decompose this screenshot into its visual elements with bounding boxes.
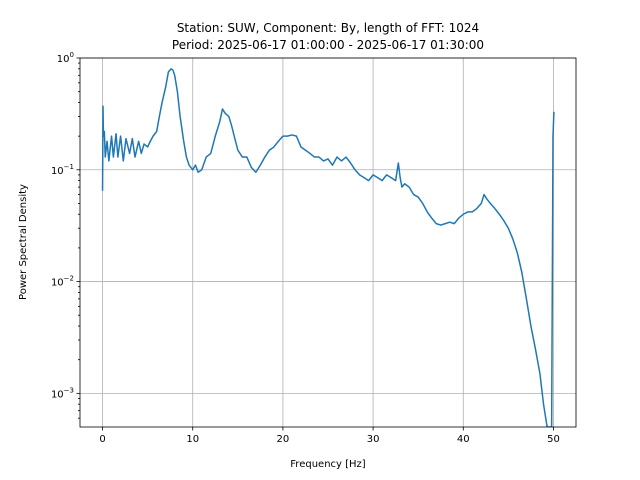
- x-tick-label: 50: [547, 434, 560, 445]
- y-tick-label: 10−1: [51, 163, 74, 177]
- y-axis-label: Power Spectral Density: [18, 184, 29, 300]
- chart-title: Station: SUW, Component: By, length of F…: [177, 21, 479, 35]
- x-tick-label: 20: [277, 434, 290, 445]
- x-tick-label: 40: [457, 434, 470, 445]
- grid-lines: [80, 57, 576, 427]
- x-tick-label: 30: [367, 434, 380, 445]
- y-tick-label: 10−3: [51, 386, 74, 400]
- axes-frame: [79, 57, 577, 428]
- x-axis-label: Frequency [Hz]: [290, 459, 366, 470]
- x-tick-label: 10: [186, 434, 199, 445]
- chart-subtitle: Period: 2025-06-17 01:00:00 - 2025-06-17…: [172, 38, 484, 52]
- x-tick-label: 0: [99, 434, 105, 445]
- y-tick-label: 10−2: [51, 275, 74, 289]
- y-tick-label: 100: [57, 51, 74, 65]
- tick-group: 0 10 20 30 40 50 100 10−1 10−2 10−3: [51, 51, 560, 445]
- series-line-0: [101, 68, 555, 427]
- series-group: [101, 68, 555, 427]
